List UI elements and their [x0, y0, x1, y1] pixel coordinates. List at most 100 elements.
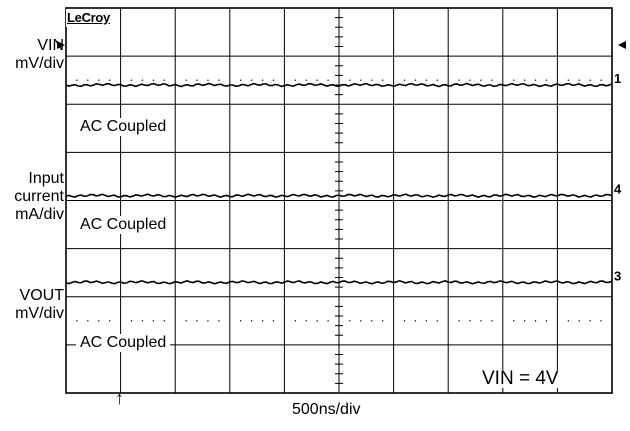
- ch1-coupling: AC Coupled: [76, 118, 171, 136]
- grid-lines: [66, 8, 612, 393]
- grid-dot: [316, 79, 318, 81]
- grid-dot: [578, 79, 580, 81]
- grid-dot: [108, 79, 111, 81]
- ch1-pointer-arrow: [57, 41, 65, 49]
- right-pointer-arrow: [618, 41, 626, 49]
- grid-dot: [207, 320, 209, 322]
- grid-dot: [294, 79, 297, 81]
- grid-dot: [469, 79, 471, 81]
- grid-dot: [98, 320, 100, 322]
- grid-dot: [425, 320, 428, 322]
- trigger-marker: ↑: [115, 388, 124, 408]
- condition-label: VIN = 4V: [478, 369, 563, 388]
- x-scale-label: 500ns/div: [292, 401, 361, 418]
- grid-dot: [491, 320, 493, 322]
- grid-dot: [436, 79, 438, 81]
- ch3-scale: mV/div: [15, 305, 64, 322]
- grid-dot: [589, 79, 591, 81]
- ch4-scale: mA/div: [15, 206, 64, 223]
- grid-dot: [196, 79, 198, 81]
- grid-dot: [305, 320, 307, 322]
- grid-dot: [327, 320, 329, 322]
- grid-dot: [567, 79, 570, 81]
- grid-dot: [425, 79, 428, 81]
- grid-dot: [381, 320, 384, 322]
- grid-dot: [152, 79, 155, 81]
- grid-dot: [272, 79, 275, 81]
- grid-dot: [578, 320, 580, 322]
- grid-dot: [163, 79, 165, 81]
- grid-dot: [218, 320, 220, 322]
- ch3-name: VOUT: [19, 287, 64, 304]
- ch4-name-2: current: [14, 188, 64, 205]
- grid-dot: [87, 320, 89, 322]
- center-ticks: [335, 17, 343, 384]
- grid-dot: [76, 320, 78, 322]
- grid-dot: [545, 320, 548, 322]
- grid-dot: [185, 320, 187, 322]
- channel-marker-3: 3: [614, 268, 621, 283]
- grid-dot: [523, 320, 526, 322]
- grid-dot: [272, 320, 275, 322]
- trace-vout: [65, 279, 613, 285]
- grid-dot: [108, 320, 111, 322]
- grid-dot: [349, 320, 351, 322]
- grid-dot: [381, 79, 384, 81]
- grid-dot: [250, 320, 253, 322]
- grid-dot: [523, 79, 526, 81]
- grid-dot: [513, 320, 515, 322]
- ch4-coupling: AC Coupled: [76, 216, 171, 234]
- grid-dot: [600, 79, 602, 81]
- grid-dot: [360, 320, 362, 322]
- grid-dot: [458, 320, 460, 322]
- grid-dot: [414, 320, 417, 322]
- grid-dot: [567, 320, 570, 322]
- grid-dot: [261, 320, 264, 322]
- grid-dot: [371, 79, 373, 81]
- grid-dot: [240, 79, 242, 81]
- grid-dot: [250, 79, 253, 81]
- brand-logo: LeCroy: [66, 9, 111, 27]
- grid-dot: [316, 320, 318, 322]
- grid-dot: [141, 79, 144, 81]
- brand-text: LeCroy: [67, 10, 110, 25]
- grid-dot: [130, 320, 133, 322]
- grid-dot: [589, 320, 591, 322]
- channel-marker-1: 1: [614, 71, 621, 86]
- ch3-label: VOUT mV/div: [15, 287, 64, 323]
- grid-dot: [152, 320, 155, 322]
- grid-dot: [436, 320, 438, 322]
- grid-dot: [491, 79, 493, 81]
- grid-dot: [294, 320, 297, 322]
- ch4-name-1: Input: [28, 170, 64, 187]
- grid-dot: [480, 320, 482, 322]
- ch3-coupling: AC Coupled: [76, 334, 171, 352]
- grid-dot: [207, 79, 209, 81]
- grid-dot: [163, 320, 165, 322]
- grid-dot: [414, 79, 417, 81]
- grid-dot: [98, 79, 100, 81]
- grid-dot: [545, 79, 548, 81]
- grid-dot: [403, 79, 406, 81]
- ch1-scale: mV/div: [15, 55, 64, 72]
- grid-dot: [360, 79, 362, 81]
- grid-dot: [534, 79, 537, 81]
- grid-dot: [196, 320, 198, 322]
- grid-dot: [469, 320, 471, 322]
- traces: [65, 82, 613, 285]
- grid-dot: [185, 79, 187, 81]
- grid-dot: [305, 79, 307, 81]
- grid-dot: [534, 320, 537, 322]
- grid-dot: [261, 79, 264, 81]
- trace-vin: [65, 82, 613, 88]
- grid-dot: [371, 320, 373, 322]
- grid-dot: [218, 79, 220, 81]
- grid-dot: [327, 79, 329, 81]
- grid-dot: [600, 320, 602, 322]
- ch4-label: Input current mA/div: [14, 170, 64, 224]
- grid-dot: [87, 79, 89, 81]
- grid-dot: [458, 79, 460, 81]
- grid-dot: [403, 320, 406, 322]
